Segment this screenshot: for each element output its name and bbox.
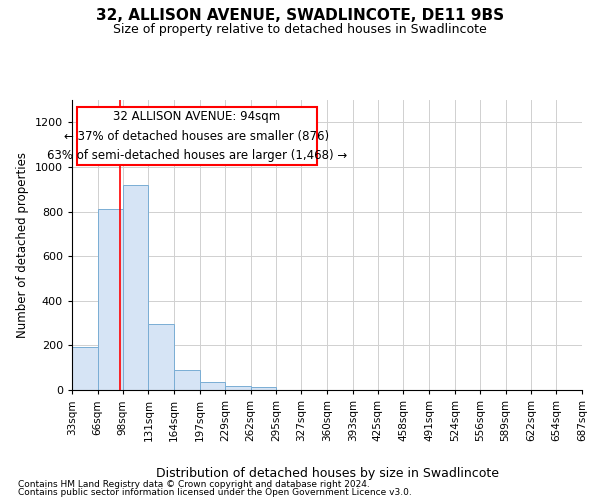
- Text: 32 ALLISON AVENUE: 94sqm
← 37% of detached houses are smaller (876)
63% of semi-: 32 ALLISON AVENUE: 94sqm ← 37% of detach…: [47, 110, 347, 162]
- Text: Contains public sector information licensed under the Open Government Licence v3: Contains public sector information licen…: [18, 488, 412, 497]
- FancyBboxPatch shape: [77, 108, 317, 165]
- Bar: [148, 324, 174, 390]
- Text: Size of property relative to detached houses in Swadlincote: Size of property relative to detached ho…: [113, 22, 487, 36]
- Text: Contains HM Land Registry data © Crown copyright and database right 2024.: Contains HM Land Registry data © Crown c…: [18, 480, 370, 489]
- Bar: [174, 370, 200, 390]
- Text: Distribution of detached houses by size in Swadlincote: Distribution of detached houses by size …: [155, 468, 499, 480]
- Y-axis label: Number of detached properties: Number of detached properties: [16, 152, 29, 338]
- Bar: [225, 386, 251, 390]
- Bar: [122, 185, 148, 390]
- Bar: [251, 386, 277, 390]
- Bar: [98, 210, 122, 390]
- Bar: [200, 382, 225, 390]
- Bar: [72, 346, 98, 390]
- Text: 32, ALLISON AVENUE, SWADLINCOTE, DE11 9BS: 32, ALLISON AVENUE, SWADLINCOTE, DE11 9B…: [96, 8, 504, 22]
